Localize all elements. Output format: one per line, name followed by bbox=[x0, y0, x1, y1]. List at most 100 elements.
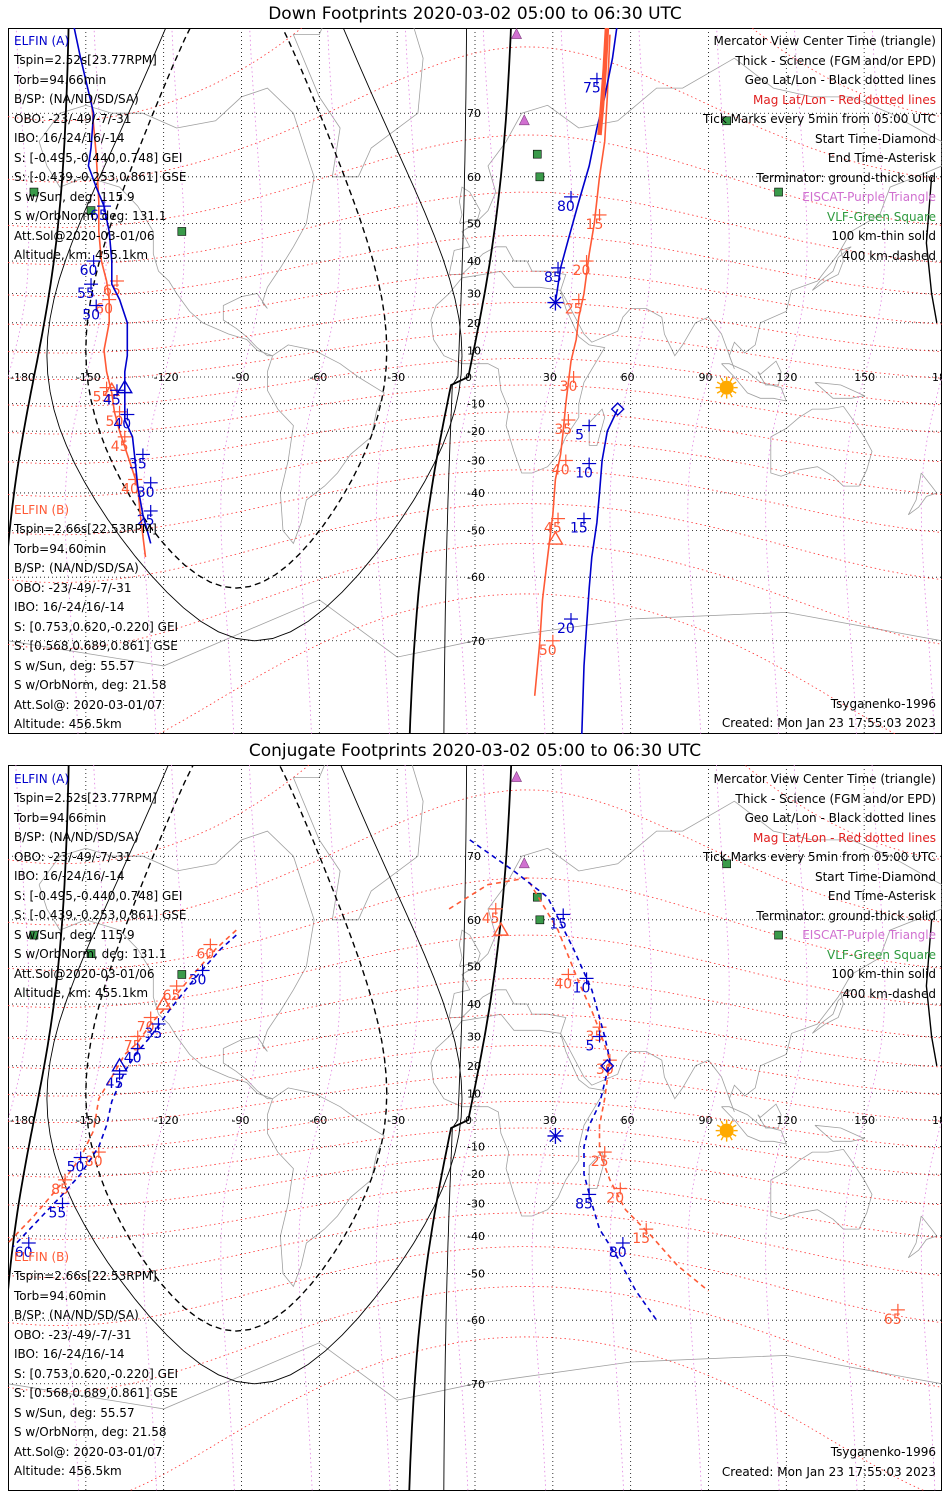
legend-item: Start Time-Diamond bbox=[814, 869, 936, 884]
sun-ray bbox=[732, 390, 737, 394]
model-label-down: Tsyganenko-1996 bbox=[830, 697, 936, 711]
lon-tick-label: -180 bbox=[10, 371, 35, 384]
time-tick-label: 20 bbox=[606, 1191, 624, 1207]
sun-icon bbox=[719, 380, 734, 395]
legend-item: Mercator View Center Time (triangle) bbox=[713, 772, 936, 786]
mag-parallel bbox=[8, 134, 942, 228]
center-time-triangle bbox=[116, 379, 133, 394]
mag-meridian bbox=[687, 765, 730, 1491]
coastline bbox=[292, 28, 424, 178]
elfin_a-line: Torb=94.66min bbox=[14, 72, 107, 87]
coastline bbox=[448, 800, 942, 1113]
time-tick-label: 60 bbox=[80, 263, 98, 279]
footprint-track bbox=[448, 877, 710, 1292]
elfin_a-line: B/SP: (NA/ND/SD/SA) bbox=[14, 830, 139, 844]
mag-parallel bbox=[8, 542, 942, 650]
center-time-triangle bbox=[547, 530, 564, 545]
lon-tick-label: 120 bbox=[776, 371, 797, 384]
terminator-ground bbox=[925, 919, 938, 1066]
elfin_a-line: OBO: -23/-49/-7/-31 bbox=[14, 849, 132, 864]
legend-item: Terminator: ground-thick solid bbox=[756, 908, 936, 923]
legend-item: Tick Marks every 5min from 05:00 UTC bbox=[702, 850, 936, 864]
elfin_b-line: S w/Sun, deg: 55.57 bbox=[14, 658, 135, 673]
legend-item: Geo Lat/Lon - Black dotted lines bbox=[744, 811, 936, 825]
lon-tick-label: -180 bbox=[10, 1114, 35, 1127]
time-tick-label: 35 bbox=[144, 1026, 162, 1042]
mag-parallel bbox=[8, 330, 942, 380]
lat-tick-label: -20 bbox=[467, 425, 485, 438]
lat-tick-label: 70 bbox=[467, 850, 481, 863]
coastline bbox=[292, 765, 424, 921]
created-label-conj: Created: Mon Jan 23 17:55:03 2023 bbox=[721, 1465, 936, 1479]
mag-meridian bbox=[8, 28, 30, 379]
end-asterisk bbox=[549, 1129, 562, 1143]
mag-parallel bbox=[127, 1336, 926, 1491]
lat-tick-label: 70 bbox=[467, 107, 481, 120]
vlf-square bbox=[177, 227, 187, 236]
footprint-track bbox=[8, 929, 237, 1244]
time-tick-label: 20 bbox=[573, 263, 591, 279]
coastline bbox=[757, 360, 782, 386]
elfin_b-line: Torb=94.60min bbox=[14, 541, 107, 556]
model-label-conj: Tsyganenko-1996 bbox=[830, 1445, 936, 1459]
elfin_a-line: Torb=94.66min bbox=[14, 810, 107, 825]
mag-meridian bbox=[142, 765, 185, 1491]
terminator-400km bbox=[85, 765, 388, 1332]
lat-tick-label: 60 bbox=[467, 171, 481, 184]
footprint-track bbox=[73, 28, 152, 544]
time-tick-label: 25 bbox=[565, 302, 583, 318]
time-tick-label: 40 bbox=[121, 481, 139, 497]
elfin_b-line: Altitude: 456.5km bbox=[14, 1464, 122, 1478]
time-tick-label: 85 bbox=[544, 270, 562, 286]
terminator-100km bbox=[46, 765, 463, 1385]
legend-item: 100 km-thin solid bbox=[831, 229, 936, 243]
lat-tick-label: -10 bbox=[467, 1141, 485, 1154]
coastline bbox=[907, 1215, 938, 1259]
time-tick-label: 50 bbox=[106, 414, 124, 430]
coastline bbox=[770, 1148, 873, 1230]
elfin_a-line: Altitude, km: 455.1km bbox=[14, 248, 149, 262]
vlf-square bbox=[177, 970, 187, 979]
elfin_b-line: S: [0.568,0.689,0.861] GSE bbox=[14, 1386, 178, 1400]
vlf-square bbox=[535, 172, 545, 182]
time-tick-label: 25 bbox=[591, 1154, 609, 1170]
time-tick-label: 10 bbox=[575, 466, 593, 482]
vlf-square bbox=[29, 930, 39, 940]
coastline bbox=[458, 929, 481, 967]
time-tick-label: 20 bbox=[557, 621, 575, 637]
footprint-track bbox=[581, 408, 619, 734]
vlf-square bbox=[535, 915, 545, 925]
elfin_b-line: IBO: 16/-24/16/-14 bbox=[14, 600, 125, 614]
elfin_a-line: Att.Sol@2020-03-01/06 bbox=[14, 228, 155, 243]
legend-item: VLF-Green Square bbox=[827, 209, 936, 224]
map-content: -180-150-120-90-60-300306090120150180706… bbox=[8, 28, 942, 734]
mag-parallel bbox=[8, 1154, 942, 1208]
sun-ray bbox=[720, 1120, 724, 1125]
created-label-down: Created: Mon Jan 23 17:55:03 2023 bbox=[721, 716, 936, 730]
legend-item: Terminator: ground-thick solid bbox=[756, 170, 936, 185]
center-time-triangle bbox=[155, 995, 172, 1010]
footprint-track bbox=[533, 34, 611, 696]
coastline bbox=[907, 472, 938, 516]
lon-tick-label: -150 bbox=[76, 371, 101, 384]
map-content: -180-150-120-90-60-300306090120150180706… bbox=[8, 765, 942, 1491]
time-tick-label: 30 bbox=[137, 485, 155, 501]
elfin_a-line: Altitude, km: 455.1km bbox=[14, 986, 149, 1000]
lon-tick-label: -60 bbox=[309, 371, 327, 384]
coastline bbox=[267, 1087, 385, 1288]
terminator-ground bbox=[8, 765, 70, 1302]
legend-item: Mag Lat/Lon - Red dotted lines bbox=[752, 92, 936, 107]
lon-tick-label: 150 bbox=[854, 1114, 875, 1127]
time-tick-label: 45 bbox=[111, 439, 129, 455]
legend-item: End Time-Asterisk bbox=[827, 889, 936, 903]
sun-ray bbox=[732, 1133, 737, 1137]
time-tick-label: 40 bbox=[113, 417, 131, 433]
coastline bbox=[811, 989, 852, 1034]
lat-tick-label: -40 bbox=[467, 1230, 485, 1243]
mag-parallel bbox=[8, 302, 942, 354]
vlf-square bbox=[532, 149, 542, 159]
elfin_b-line: S: [0.568,0.689,0.861] GSE bbox=[14, 639, 178, 653]
time-tick-label: 25 bbox=[137, 513, 155, 529]
time-tick-label: 65 bbox=[103, 283, 121, 299]
elfin-b-name-down: ELFIN (B) bbox=[14, 503, 70, 517]
